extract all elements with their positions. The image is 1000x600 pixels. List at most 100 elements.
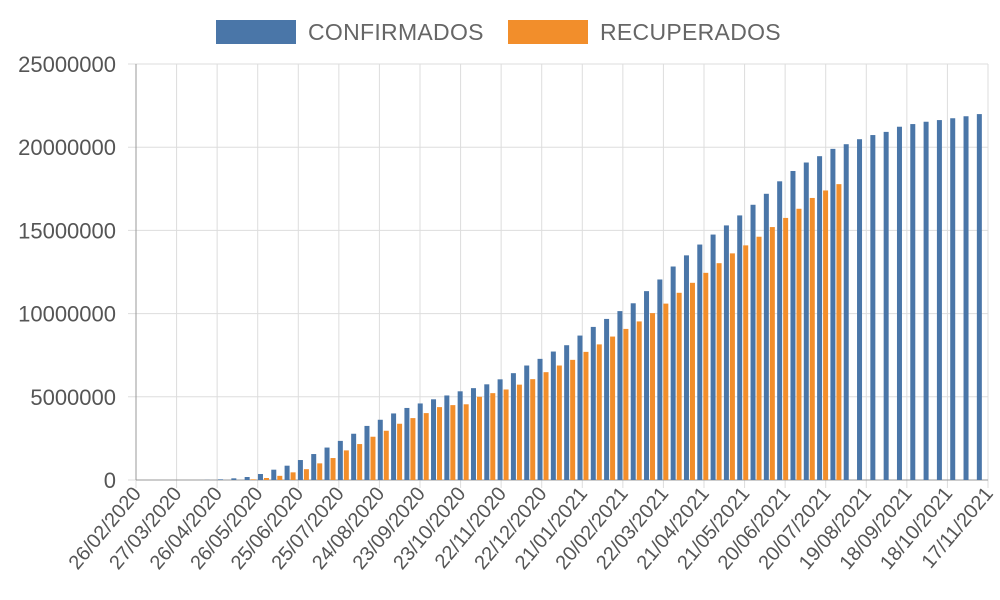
legend: CONFIRMADOS RECUPERADOS: [0, 18, 1000, 46]
y-tick-label: 0: [104, 468, 116, 493]
bar-recuperados: [490, 393, 496, 480]
bar-confirmados: [976, 114, 982, 481]
bar-recuperados: [650, 313, 656, 480]
bar-recuperados: [716, 263, 722, 480]
bar-confirmados: [457, 391, 463, 480]
bar-recuperados: [330, 458, 336, 480]
bar-confirmados: [510, 373, 516, 480]
bar-confirmados: [577, 335, 583, 480]
bar-confirmados: [870, 135, 876, 480]
bar-confirmados: [337, 440, 343, 480]
bar-recuperados: [303, 469, 309, 480]
y-tick-label: 20000000: [18, 135, 116, 160]
bar-recuperados: [437, 407, 443, 480]
bar-recuperados: [423, 413, 429, 480]
legend-swatch-confirmados: [216, 20, 296, 44]
bar-confirmados: [790, 170, 796, 481]
bar-recuperados: [516, 384, 522, 480]
y-tick-label: 15000000: [18, 218, 116, 243]
bar-recuperados: [623, 328, 629, 480]
bar-recuperados: [689, 282, 695, 480]
bar-recuperados: [596, 344, 602, 480]
bar-recuperados: [543, 372, 549, 480]
bar-recuperados: [729, 253, 735, 480]
bar-confirmados: [803, 162, 809, 481]
bar-confirmados: [524, 365, 530, 480]
bar-recuperados: [410, 418, 416, 480]
bar-confirmados: [218, 479, 224, 480]
legend-label-confirmados: CONFIRMADOS: [308, 18, 484, 45]
bar-recuperados: [570, 359, 576, 480]
bar-confirmados: [936, 120, 942, 481]
bar-confirmados: [723, 225, 729, 480]
bar-confirmados: [763, 193, 769, 481]
bar-confirmados: [470, 388, 476, 480]
bar-confirmados: [737, 215, 743, 480]
bar-confirmados: [257, 474, 263, 480]
bar-confirmados: [231, 478, 237, 480]
bar-confirmados: [377, 419, 383, 480]
bar-recuperados: [263, 478, 269, 480]
legend-swatch-recuperados: [508, 20, 588, 44]
y-tick-label: 5000000: [30, 385, 116, 410]
bar-recuperados: [397, 423, 403, 480]
bar-confirmados: [537, 358, 543, 480]
bar-recuperados: [503, 389, 509, 480]
bar-confirmados: [550, 351, 556, 480]
bar-recuperados: [343, 450, 349, 480]
bar-recuperados: [357, 444, 363, 480]
bar-confirmados: [670, 266, 676, 480]
bar-recuperados: [317, 463, 323, 480]
bar-confirmados: [497, 379, 503, 480]
bar-confirmados: [883, 131, 889, 480]
bar-recuperados: [530, 379, 536, 480]
bar-confirmados: [244, 477, 250, 480]
legend-item-recuperados[interactable]: RECUPERADOS: [508, 18, 781, 46]
bar-confirmados: [896, 126, 902, 481]
bar-confirmados: [910, 124, 916, 480]
bar-recuperados: [370, 436, 376, 480]
bar-recuperados: [823, 190, 829, 481]
bar-recuperados: [836, 184, 842, 480]
bar-recuperados: [583, 351, 589, 480]
bar-confirmados: [657, 279, 663, 480]
bar-recuperados: [756, 236, 762, 480]
bar-recuperados: [610, 336, 616, 480]
bar-confirmados: [271, 469, 277, 480]
bar-confirmados: [351, 433, 357, 480]
bar-confirmados: [697, 244, 703, 480]
bar-confirmados: [777, 181, 783, 480]
bar-confirmados: [644, 291, 650, 480]
bar-recuperados: [676, 292, 682, 480]
bar-confirmados: [284, 465, 290, 480]
bar-confirmados: [590, 326, 596, 480]
bar-confirmados: [444, 395, 450, 480]
bar-confirmados: [950, 118, 956, 480]
bar-confirmados: [710, 234, 716, 480]
bar-recuperados: [290, 472, 296, 480]
legend-item-confirmados[interactable]: CONFIRMADOS: [216, 18, 484, 46]
bar-confirmados: [617, 311, 623, 480]
bar-confirmados: [311, 454, 317, 480]
bar-confirmados: [857, 139, 863, 480]
bar-recuperados: [556, 365, 562, 480]
bar-recuperados: [809, 197, 815, 480]
bar-recuperados: [663, 303, 669, 480]
bar-confirmados: [391, 413, 397, 480]
bar-confirmados: [564, 345, 570, 480]
bar-confirmados: [404, 407, 410, 480]
bar-confirmados: [364, 425, 370, 480]
y-tick-label: 10000000: [18, 302, 116, 327]
bar-recuperados: [743, 245, 749, 480]
bar-confirmados: [630, 303, 636, 480]
bar-recuperados: [277, 475, 283, 480]
bar-recuperados: [250, 479, 256, 480]
bar-confirmados: [604, 318, 610, 480]
bar-recuperados: [796, 208, 802, 480]
bar-confirmados: [324, 447, 330, 480]
bar-confirmados: [843, 144, 849, 480]
bar-confirmados: [923, 121, 929, 481]
bar-confirmados: [484, 384, 490, 480]
bar-recuperados: [450, 405, 456, 480]
